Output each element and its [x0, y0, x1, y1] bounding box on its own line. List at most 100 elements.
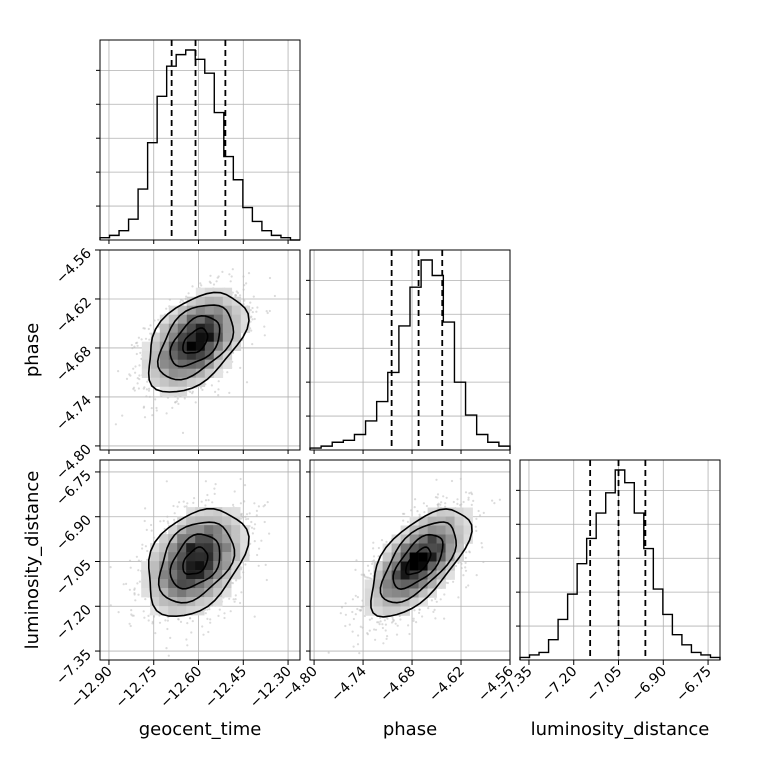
sample-point — [208, 280, 211, 283]
sample-point — [229, 280, 232, 283]
sample-point — [215, 280, 218, 283]
density-cell — [141, 579, 151, 589]
sample-point — [138, 374, 141, 377]
sample-point — [351, 610, 354, 614]
sample-point — [147, 614, 150, 618]
density-cell — [382, 579, 392, 589]
sample-point — [244, 563, 247, 566]
density-cell — [186, 368, 197, 378]
density-cell — [463, 525, 473, 535]
sample-point — [410, 509, 413, 512]
sample-point — [477, 509, 480, 513]
sample-point — [436, 503, 439, 506]
density-cell — [391, 552, 401, 562]
density-cell — [231, 323, 242, 333]
density-cell — [168, 314, 179, 324]
density-cell — [204, 525, 214, 535]
density-cell — [186, 507, 196, 517]
sample-point — [121, 414, 124, 417]
x-tick-label-luminosity_distance: −7.05 — [584, 664, 626, 706]
sample-point — [361, 626, 364, 629]
sample-point — [359, 625, 362, 628]
sample-point — [250, 315, 253, 318]
sample-point — [164, 619, 167, 622]
density-cell — [204, 341, 215, 351]
sample-point — [136, 382, 139, 385]
density-cell — [213, 552, 223, 562]
density-cell — [195, 314, 206, 324]
density-cell — [204, 543, 214, 553]
sample-point — [384, 623, 387, 626]
sample-point — [402, 519, 405, 522]
sample-point — [138, 580, 141, 583]
sample-point — [381, 623, 384, 626]
sample-point — [372, 555, 376, 558]
sample-point — [130, 609, 133, 612]
sample-point — [446, 581, 449, 585]
density-cell — [186, 534, 196, 544]
density-cell — [195, 597, 205, 607]
sample-point — [165, 647, 168, 650]
density-cell — [222, 507, 232, 517]
joint-content — [114, 246, 276, 434]
sample-point — [413, 506, 416, 509]
sample-point — [239, 366, 242, 369]
density-cell — [141, 368, 152, 378]
sample-point — [199, 386, 203, 389]
sample-point — [354, 594, 357, 597]
sample-point — [253, 523, 257, 526]
sample-point — [249, 301, 252, 304]
sample-point — [372, 541, 375, 544]
sample-point — [352, 617, 355, 621]
density-cell — [400, 561, 410, 571]
density-cell — [364, 579, 374, 589]
density-cell — [150, 570, 160, 580]
density-cell — [195, 332, 206, 342]
density-cell — [186, 296, 197, 306]
sample-point — [464, 491, 468, 494]
sample-point — [125, 377, 129, 380]
sample-point — [114, 423, 117, 426]
sample-point — [368, 629, 371, 632]
sample-point — [467, 498, 470, 501]
density-cell — [391, 579, 401, 589]
density-cell — [213, 525, 223, 535]
sample-point — [396, 624, 399, 627]
sample-point — [263, 504, 266, 507]
density-cell — [159, 323, 170, 333]
sample-point — [450, 479, 454, 483]
sample-point — [251, 532, 254, 535]
sample-point — [235, 246, 237, 248]
sample-point — [445, 496, 448, 499]
density-cell — [454, 507, 464, 517]
sample-point — [354, 568, 357, 572]
density-cell — [159, 368, 170, 378]
density-cell — [168, 561, 178, 571]
joint-content — [109, 477, 271, 657]
density-cell — [177, 534, 187, 544]
density-cell — [150, 561, 160, 571]
sample-point — [245, 381, 249, 384]
sample-point — [379, 620, 382, 623]
sample-point — [240, 568, 243, 571]
density-cell — [222, 525, 232, 535]
density-cell — [177, 368, 188, 378]
density-cell — [391, 543, 401, 553]
sample-point — [132, 614, 135, 617]
sample-point — [327, 651, 330, 654]
sample-point — [192, 501, 195, 504]
density-cell — [445, 543, 455, 553]
sample-point — [154, 398, 157, 401]
density-cell — [400, 597, 410, 607]
sample-point — [177, 402, 180, 405]
sample-point — [144, 507, 147, 510]
density-cell — [204, 561, 214, 571]
density-cell — [222, 561, 232, 571]
sample-point — [232, 503, 235, 506]
density-cell — [141, 350, 152, 360]
density-cell — [222, 287, 233, 297]
sample-point — [157, 318, 160, 321]
sample-point — [239, 601, 242, 605]
density-cell — [222, 350, 233, 360]
